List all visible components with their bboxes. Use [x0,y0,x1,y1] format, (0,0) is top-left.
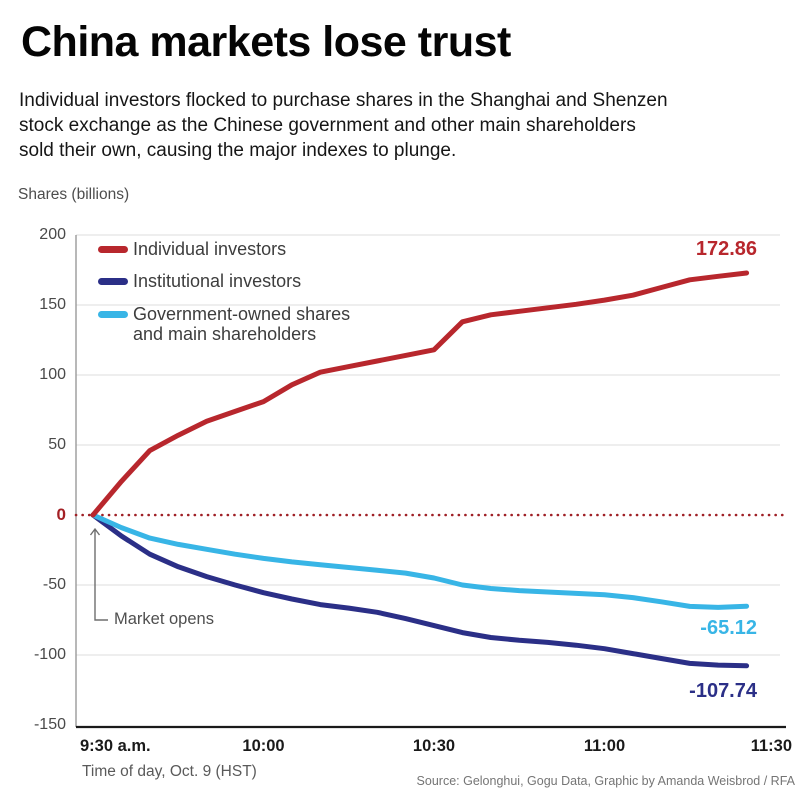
legend-swatch [98,310,128,318]
legend-label: Institutional investors [133,271,301,291]
legend-label: Government-owned shares and main sharehol… [133,304,350,344]
series-line-government-owned-shares-and-main-shareholders [90,512,750,610]
legend-label-line: Institutional investors [133,271,302,291]
page-title: China markets lose trust [21,18,511,66]
y-tick-label: 200 [39,226,66,243]
subtitle-line: sold their own, causing the major indexe… [19,140,457,161]
subtitle: Individual investors flocked to purchase… [19,88,789,163]
end-value-label: -107.74 [689,679,757,702]
legend-label-line: and main shareholders [133,324,317,344]
legend-label-line: Individual investors [133,239,287,259]
legend-label-line: Government-owned shares [133,304,351,324]
y-tick-label: 150 [39,296,66,313]
subtitle-line: Individual investors flocked to purchase… [19,90,668,111]
subtitle-line: stock exchange as the Chinese government… [19,115,636,136]
source-credit: Source: Gelonghui, Gogu Data, Graphic by… [416,774,795,788]
end-value-label: 172.86 [695,237,757,260]
y-tick-label: 50 [48,436,66,453]
x-tick-label: 11:00 [583,737,626,755]
market-opens-annotation: Market opens [114,610,214,628]
y-tick-label: 100 [39,366,66,383]
legend-swatch [98,245,128,253]
x-tick-label: 10:30 [412,737,456,755]
x-axis-title: Time of day, Oct. 9 (HST) [82,763,257,780]
y-tick-label: -50 [42,576,66,593]
y-tick-label: -100 [33,646,66,663]
end-value-label: -65.12 [700,617,757,640]
legend-swatch [98,277,128,285]
y-tick-label: -150 [33,716,66,733]
y-axis-units-label: Shares (billions) [18,186,130,203]
series-line-institutional-investors [90,512,750,669]
x-tick-label: 10:00 [242,737,285,755]
annotation-arrow [89,527,108,621]
y-tick-label: 0 [56,505,66,524]
x-tick-label: 11:30 [750,737,792,755]
legend-label: Individual investors [133,239,286,259]
x-tick-label: 9:30 a.m. [80,737,151,755]
legend: Individual investors Institutional invest… [98,230,428,350]
